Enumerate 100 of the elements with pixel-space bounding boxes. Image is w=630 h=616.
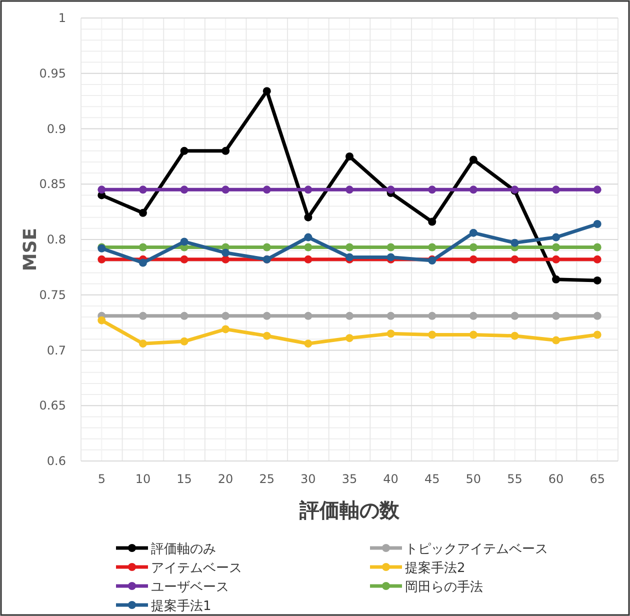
x-tick-label: 5 [98,472,106,486]
point [180,238,188,246]
x-tick-label: 65 [590,472,605,486]
point [428,186,436,194]
y-tick-label: 0.95 [39,66,66,80]
point [222,325,230,334]
point [552,336,560,344]
point [222,255,230,264]
point [304,233,312,242]
point [262,243,271,252]
legend-label: ユーザベース [151,580,229,595]
x-tick-label: 50 [466,472,482,486]
point [138,186,147,194]
point [510,238,519,247]
y-tick-label: 1 [58,11,66,25]
point [469,330,478,339]
x-tick-label: 25 [259,472,275,486]
point [552,255,560,264]
point [180,255,188,264]
point [593,276,602,284]
point [304,213,312,222]
point [552,275,560,284]
point [510,332,519,340]
point [552,243,560,252]
point [180,146,188,155]
legend-label: トピックアイテムベース [405,542,548,557]
point [180,312,188,320]
point [138,208,147,217]
point [138,340,147,348]
point [346,243,354,252]
y-tick-label: 0.6 [46,454,66,468]
point [304,340,312,348]
y-axis-title: MSE [20,228,41,272]
point [138,258,147,267]
point [262,312,271,320]
x-tick-label: 10 [135,472,151,486]
point [180,337,188,346]
y-tick-label: 0.75 [39,288,66,302]
point [386,243,395,252]
legend-label: 提案手法1 [151,598,212,614]
point [469,228,478,237]
point [346,312,354,320]
point [593,255,602,264]
point [346,334,354,342]
point [428,312,436,320]
point [304,312,312,320]
point [386,312,395,320]
x-tick-label: 20 [218,472,234,486]
point [428,243,436,252]
point [386,330,395,338]
point [98,255,106,264]
y-tick-label: 0.9 [46,122,66,136]
x-axis-title: 評価軸の数 [298,498,400,522]
point [222,312,230,320]
point [304,186,312,194]
point [138,312,147,320]
x-tick-label: 60 [548,472,564,486]
point [469,186,478,194]
point [222,146,230,155]
point [552,186,560,194]
point [593,312,602,320]
x-tick-label: 45 [424,472,440,486]
point [262,332,271,340]
point [469,255,478,264]
point [593,330,602,339]
legend-label: 岡田らの手法 [405,580,483,595]
point [510,312,519,320]
point [222,186,230,194]
point [138,243,147,252]
point [262,186,271,194]
point [510,255,519,264]
point [98,316,106,324]
legend-label: 評価軸のみ [151,542,216,557]
point [593,243,602,252]
y-tick-label: 0.8 [46,232,66,246]
x-tick-label: 30 [300,472,316,486]
point [469,243,478,252]
x-tick-label: 35 [342,472,358,486]
point [386,186,395,194]
x-tick-label: 15 [176,472,192,486]
point [469,156,478,164]
x-tick-label: 40 [383,472,398,486]
point [98,186,106,194]
point [469,312,478,320]
point [222,248,230,257]
point [346,186,354,194]
point [346,152,354,160]
point [428,218,436,226]
point [304,255,312,264]
y-tick-label: 0.65 [39,398,66,413]
point [552,312,560,320]
point [304,243,312,252]
legend-label: 提案手法2 [405,560,466,576]
x-tick-label: 55 [507,472,522,486]
point [180,186,188,194]
point [428,330,436,339]
point [552,233,560,242]
y-tick-label: 0.7 [46,343,66,358]
point [593,186,602,194]
legend-label: アイテムベース [151,561,242,576]
